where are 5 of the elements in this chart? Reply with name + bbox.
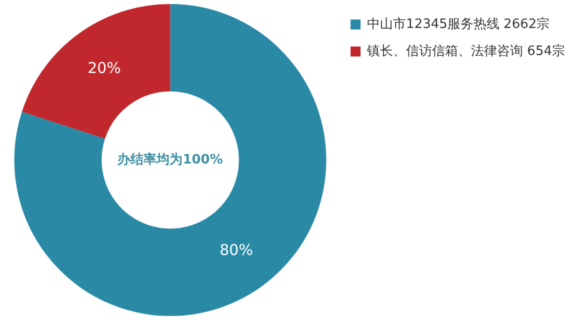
data-label: 80%	[220, 240, 253, 259]
legend-label: 镇长、信访信箱、法律咨询 654宗	[366, 42, 566, 59]
data-label: 20%	[88, 59, 121, 78]
legend-label: 中山市12345服务热线 2662宗	[367, 16, 550, 32]
text: 办结率均为100%	[116, 151, 223, 168]
